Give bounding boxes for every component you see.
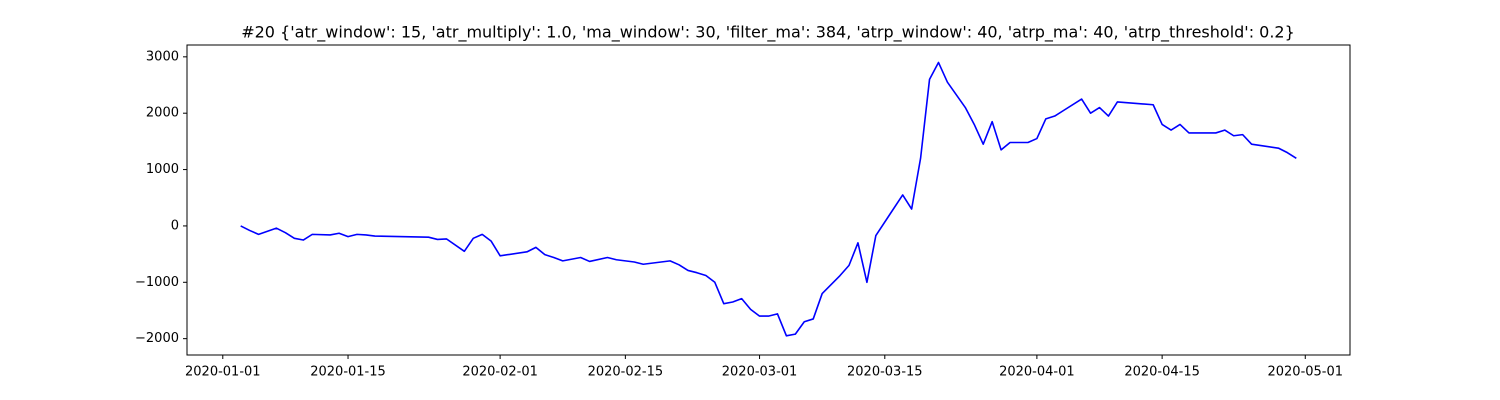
y-tick-label: 1000 (146, 162, 179, 177)
plot-frame (186, 44, 1351, 356)
x-tick-label: 2020-01-01 (185, 365, 261, 380)
y-tick-label: 3000 (146, 49, 179, 64)
x-tick-label: 2020-02-01 (462, 365, 538, 380)
x-tick-label: 2020-04-01 (999, 365, 1075, 380)
chart-title: #20 {'atr_window': 15, 'atr_multiply': 1… (241, 23, 1295, 43)
x-tick-label: 2020-04-15 (1124, 365, 1200, 380)
y-tick-label: −2000 (135, 331, 179, 346)
x-tick-label: 2020-03-01 (722, 365, 798, 380)
x-tick-label: 2020-05-01 (1267, 365, 1343, 380)
x-tick-label: 2020-03-15 (847, 365, 923, 380)
y-tick-label: 0 (171, 218, 179, 233)
data-line (240, 61, 1297, 337)
x-tick-label: 2020-02-15 (588, 365, 664, 380)
y-tick-label: −1000 (135, 275, 179, 290)
y-tick-label: 2000 (146, 106, 179, 121)
x-tick-label: 2020-01-15 (310, 365, 386, 380)
